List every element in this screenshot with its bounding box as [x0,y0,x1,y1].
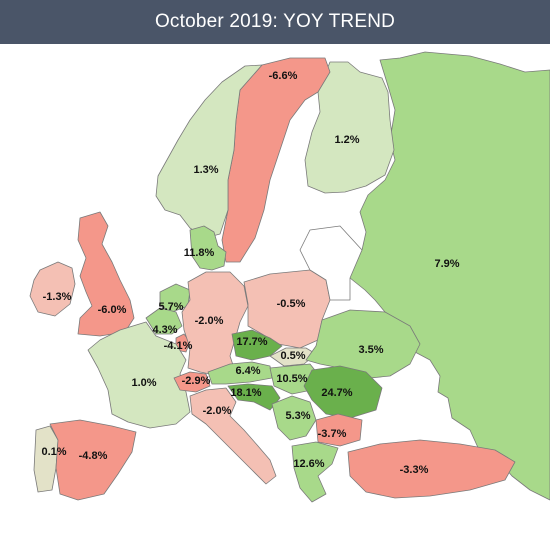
label-uk: -6.0% [98,304,127,316]
country-ireland[interactable] [29,261,76,317]
europe-map-svg: 1.3% -6.6% 1.2% 7.9% 11.8% -1.3% -6.0% 5… [0,44,550,540]
country-switzerland[interactable] [173,371,211,393]
label-france: 1.0% [131,377,156,389]
label-slovakia: 0.5% [280,350,305,362]
country-labels: 1.3% -6.6% 1.2% 7.9% 11.8% -1.3% -6.0% 5… [41,70,459,476]
label-italy: -2.0% [203,405,232,417]
country-france[interactable] [87,321,191,429]
country-bulgaria[interactable] [315,413,363,447]
label-portugal: 0.1% [41,446,66,458]
label-switzerland: -2.9% [182,375,211,387]
label-poland: -0.5% [277,298,306,310]
country-russia[interactable] [347,51,550,501]
label-slovenia: 18.1% [230,387,261,399]
country-czechia[interactable] [231,329,283,361]
label-finland: 1.2% [334,134,359,146]
label-norway: 1.3% [193,164,218,176]
label-turkey: -3.3% [400,464,429,476]
country-greece[interactable] [291,441,339,503]
label-russia: 7.9% [434,258,459,270]
country-belgium[interactable] [145,307,183,335]
label-bulgaria: -3.7% [318,428,347,440]
country-denmark[interactable] [189,225,227,271]
label-hungary: 10.5% [276,373,307,385]
country-finland[interactable] [304,61,395,194]
country-norway[interactable] [155,64,263,239]
country-romania[interactable] [303,365,383,419]
label-netherlands: 5.7% [158,301,183,313]
label-greece: 12.6% [293,458,324,470]
country-belarus-baltics [299,225,363,301]
label-belgium: 4.3% [152,324,177,336]
label-germany: -2.0% [195,315,224,327]
country-ukraine[interactable] [305,309,421,379]
europe-map: 1.3% -6.6% 1.2% 7.9% 11.8% -1.3% -6.0% 5… [0,44,550,540]
label-czechia: 17.7% [236,336,267,348]
label-serbia: 5.3% [285,410,310,422]
country-serbia[interactable] [271,395,317,441]
label-ukraine: 3.5% [358,344,383,356]
map-title: October 2019: YOY TREND [0,0,550,44]
label-spain: -4.8% [79,450,108,462]
label-luxembourg: -4.1% [164,340,193,352]
country-turkey[interactable] [347,439,516,499]
label-ireland: -1.3% [43,291,72,303]
country-portugal[interactable] [33,425,59,493]
label-austria: 6.4% [235,365,260,377]
label-denmark: 11.8% [184,247,215,259]
country-spain[interactable] [49,419,137,501]
country-italy[interactable] [189,387,277,485]
label-sweden: -6.6% [269,70,298,82]
label-romania: 24.7% [321,387,352,399]
